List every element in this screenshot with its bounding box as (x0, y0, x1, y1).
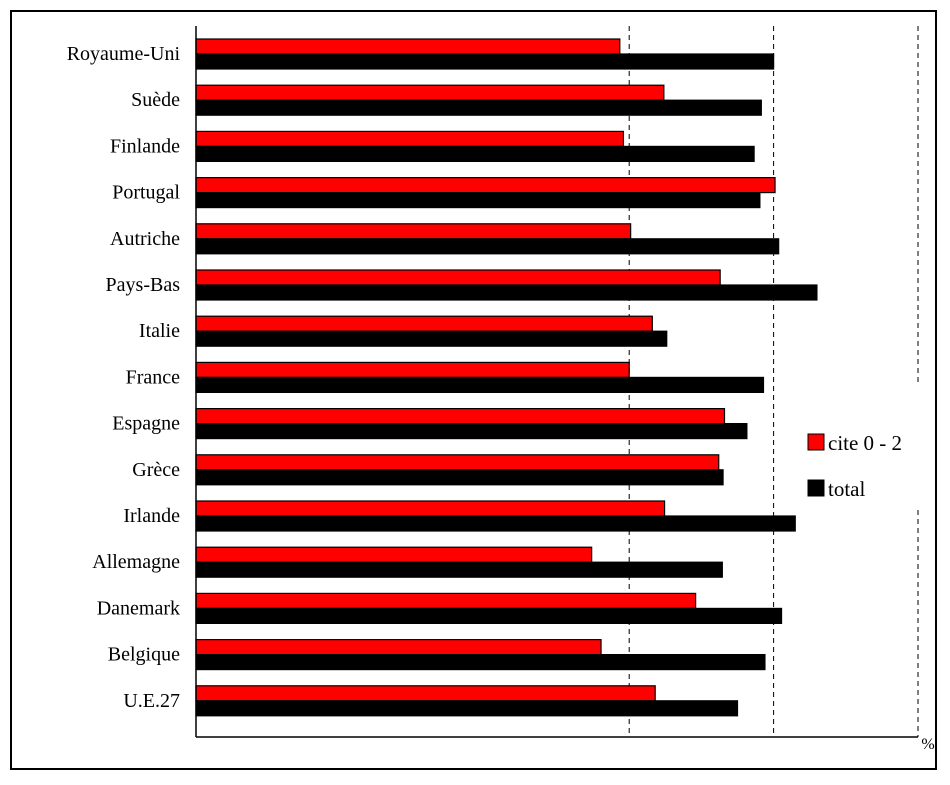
bar-total-3 (195, 192, 761, 209)
bar-cite-0 (195, 38, 621, 55)
bar-total-2 (195, 145, 755, 162)
bar-cite-13 (195, 638, 602, 656)
category-label: Danemark (97, 597, 180, 619)
bar-cite-11 (195, 546, 593, 563)
category-label: U.E.27 (123, 690, 180, 712)
legend-swatch-total (807, 479, 825, 497)
bar-total-5 (195, 284, 818, 301)
bar-total-7 (195, 376, 765, 393)
bar-cite-7 (195, 361, 630, 378)
bar-cite-6 (195, 315, 653, 332)
bar-total-11 (195, 561, 723, 578)
bar-cite-12 (195, 592, 697, 610)
bar-cite-2 (195, 130, 625, 148)
bar-total-12 (195, 607, 783, 625)
axes (195, 26, 918, 738)
category-label: France (126, 366, 181, 388)
bar-cite-1 (195, 84, 665, 101)
bar-cite-8 (195, 408, 726, 425)
bar-cite-10 (195, 500, 666, 517)
legend: cite 0 - 2 total (807, 431, 902, 501)
bar-cite-3 (195, 177, 776, 194)
category-label: Suède (131, 89, 180, 111)
bar-total-9 (195, 469, 724, 486)
chart-frame: Royaume-Uni Suède Finlande Portugal Autriche… (10, 10, 937, 770)
bar-total-6 (195, 330, 668, 347)
legend-swatch-cite (807, 433, 825, 451)
unit-label: % (921, 736, 934, 753)
category-label: Belgique (108, 644, 180, 666)
category-label: Irlande (123, 505, 180, 527)
bar-cite-14 (195, 685, 656, 702)
bars (195, 38, 818, 717)
bar-total-10 (195, 515, 796, 532)
category-label: Finlande (110, 135, 180, 157)
bar-total-14 (195, 700, 739, 717)
category-labels: Royaume-Uni Suède Finlande Portugal Autriche… (67, 43, 181, 712)
legend-label-cite: cite 0 - 2 (828, 431, 902, 455)
category-label: Espagne (112, 413, 180, 435)
bar-total-1 (195, 99, 762, 116)
bar-total-0 (195, 53, 775, 70)
category-label: Italie (139, 320, 180, 342)
bar-total-8 (195, 423, 748, 440)
bar-cite-4 (195, 223, 632, 240)
tick-labels: 020406080100% (921, 736, 934, 753)
chart: Royaume-Uni Suède Finlande Portugal Autriche… (67, 26, 935, 753)
bar-total-4 (195, 238, 780, 255)
category-label: Grèce (132, 459, 180, 481)
legend-label-total: total (828, 477, 865, 501)
category-label: Autriche (110, 228, 180, 250)
category-label: Pays-Bas (106, 274, 181, 296)
category-label: Royaume-Uni (67, 43, 181, 65)
category-label: Portugal (112, 182, 180, 204)
category-label: Allemagne (92, 551, 180, 573)
bar-cite-5 (195, 269, 721, 286)
bar-total-13 (195, 653, 766, 671)
bar-cite-9 (195, 454, 720, 471)
